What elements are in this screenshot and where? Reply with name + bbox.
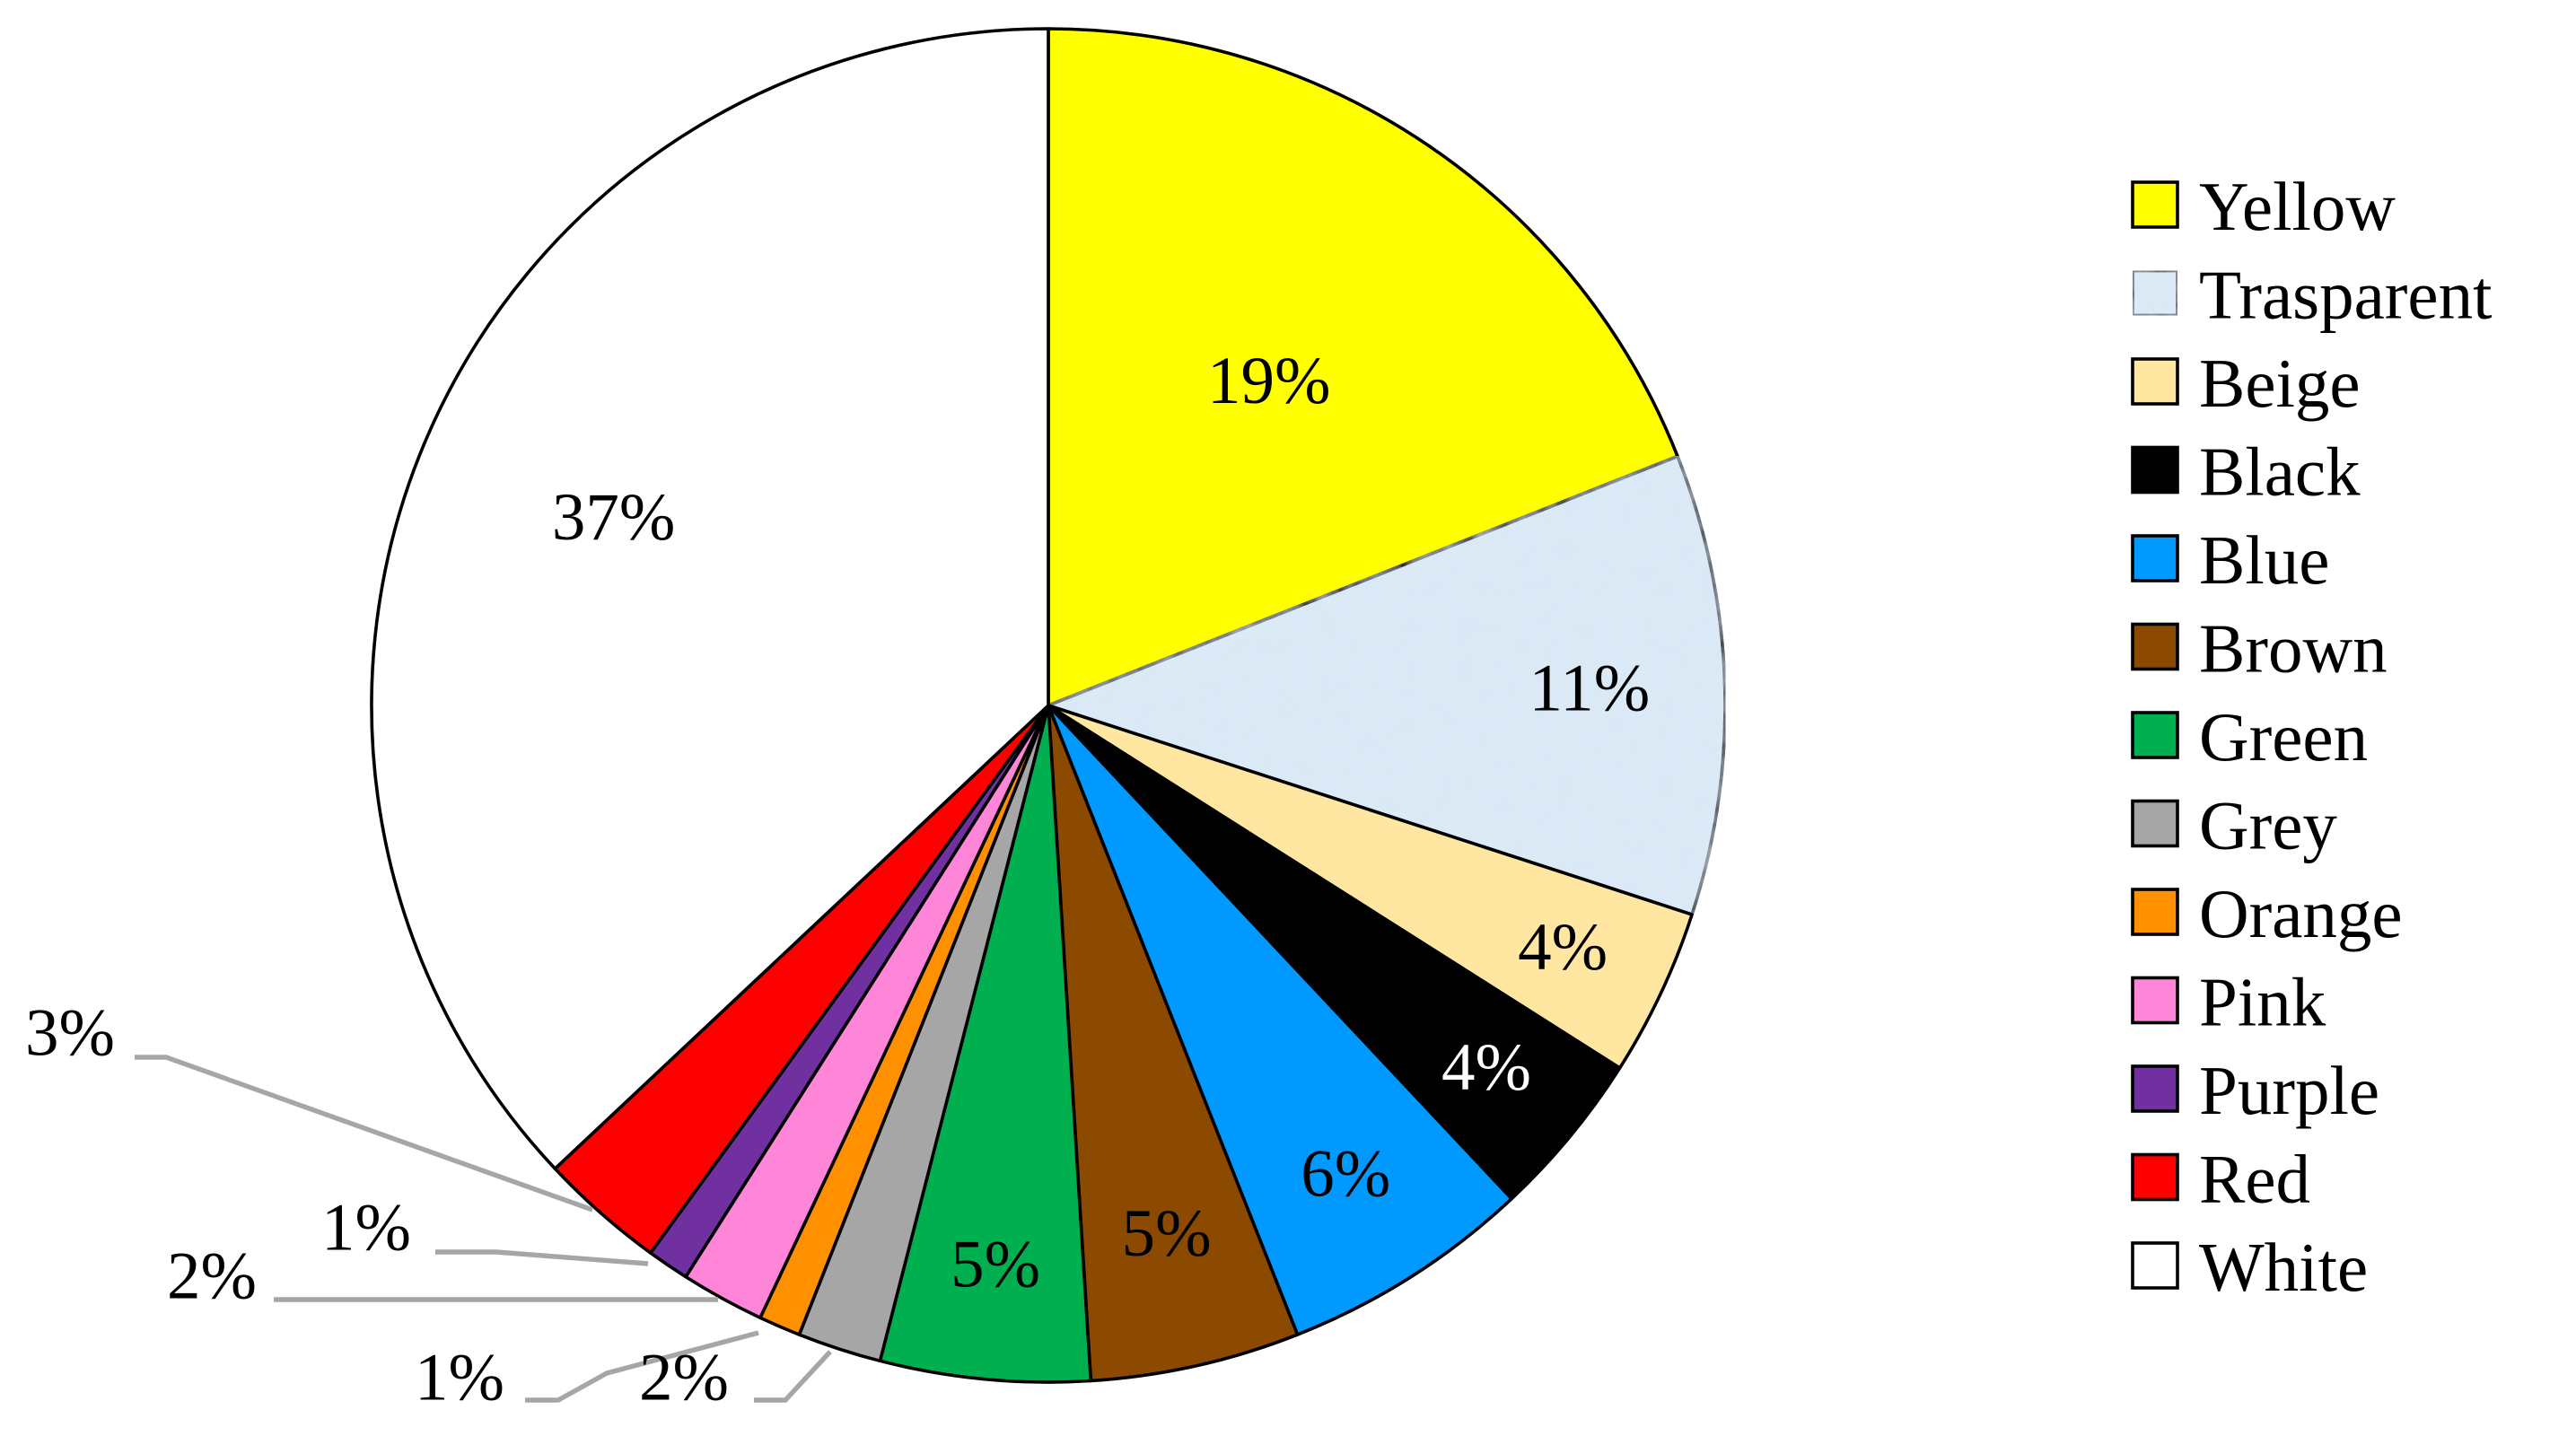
- slice-trasparent: [1047, 454, 1727, 916]
- legend-swatch-orange: [2131, 888, 2179, 936]
- slice-white: [370, 27, 1050, 1170]
- legend-swatch-purple: [2131, 1064, 2179, 1113]
- legend-swatch-brown: [2131, 622, 2179, 671]
- pie-slices: [370, 27, 1727, 1384]
- data-label-grey: 2%: [639, 1341, 729, 1415]
- legend-item-orange: Orange: [2131, 875, 2403, 952]
- legend-swatch-pink: [2131, 976, 2179, 1025]
- slice-yellow: [1047, 27, 1679, 707]
- legend-label-white: White: [2199, 1229, 2368, 1306]
- legend-swatch-trasparent: [2131, 268, 2179, 318]
- legend-item-red: Red: [2131, 1141, 2310, 1218]
- legend-swatch-yellow: [2131, 180, 2179, 229]
- legend-swatch-blue: [2131, 534, 2179, 582]
- leader-line-grey: [754, 1350, 832, 1403]
- slice-blue: [1047, 704, 1513, 1336]
- legend-label-purple: Purple: [2199, 1052, 2379, 1129]
- slice-green: [878, 704, 1093, 1384]
- legend-item-grey: Grey: [2131, 787, 2337, 864]
- legend-swatch-black: [2131, 445, 2179, 495]
- legend-item-blue: Blue: [2131, 521, 2329, 599]
- slice-brown: [1047, 704, 1300, 1383]
- data-label-green: 5%: [951, 1228, 1040, 1302]
- data-label-beige: 4%: [1518, 910, 1608, 985]
- legend-label-pink: Pink: [2199, 964, 2326, 1041]
- legend-item-purple: Purple: [2131, 1052, 2379, 1129]
- legend-item-brown: Brown: [2131, 610, 2388, 687]
- data-label-purple: 1%: [321, 1191, 411, 1265]
- legend-item-white: White: [2131, 1229, 2368, 1306]
- data-label-white: 37%: [552, 480, 675, 555]
- legend-label-red: Red: [2199, 1141, 2310, 1218]
- data-label-pink: 2%: [167, 1239, 257, 1314]
- legend: Yellow Trasparent Beige Black Blue Brown Green…: [2131, 168, 2493, 1306]
- legend-item-beige: Beige: [2131, 345, 2361, 422]
- data-label-trasparent: 11%: [1529, 652, 1651, 726]
- legend-label-green: Green: [2199, 698, 2368, 775]
- data-label-yellow: 19%: [1207, 344, 1330, 418]
- data-label-black: 4%: [1441, 1030, 1531, 1105]
- legend-label-grey: Grey: [2199, 787, 2337, 864]
- legend-swatch-red: [2131, 1152, 2179, 1202]
- data-labels: 19% 11% 4% 4% 6% 5% 5% 2% 1% 2% 1% 3% 37%: [25, 344, 1650, 1415]
- slice-beige: [1047, 704, 1694, 1070]
- legend-label-yellow: Yellow: [2199, 168, 2396, 245]
- legend-label-orange: Orange: [2199, 875, 2403, 952]
- legend-swatch-beige: [2131, 357, 2179, 406]
- legend-item-yellow: Yellow: [2131, 168, 2396, 245]
- data-label-brown: 5%: [1122, 1196, 1212, 1271]
- legend-item-pink: Pink: [2131, 964, 2326, 1041]
- legend-swatch-grey: [2131, 799, 2179, 848]
- leader-line-red: [135, 1055, 593, 1213]
- leader-line-purple: [435, 1249, 649, 1266]
- legend-swatch-white: [2131, 1241, 2179, 1290]
- legend-swatch-green: [2131, 711, 2179, 759]
- data-label-blue: 6%: [1301, 1137, 1390, 1212]
- legend-label-blue: Blue: [2199, 521, 2329, 599]
- legend-label-trasparent: Trasparent: [2199, 257, 2493, 334]
- legend-item-green: Green: [2131, 698, 2368, 775]
- leader-line-orange: [525, 1330, 759, 1403]
- legend-item-trasparent: Trasparent: [2131, 257, 2493, 334]
- legend-label-brown: Brown: [2199, 610, 2388, 687]
- legend-label-beige: Beige: [2199, 345, 2361, 422]
- data-label-red: 3%: [25, 996, 115, 1071]
- slice-black: [1047, 704, 1622, 1201]
- data-label-orange: 1%: [415, 1341, 504, 1415]
- legend-item-black: Black: [2131, 433, 2361, 511]
- legend-label-black: Black: [2199, 433, 2361, 511]
- leader-lines: [135, 1055, 832, 1403]
